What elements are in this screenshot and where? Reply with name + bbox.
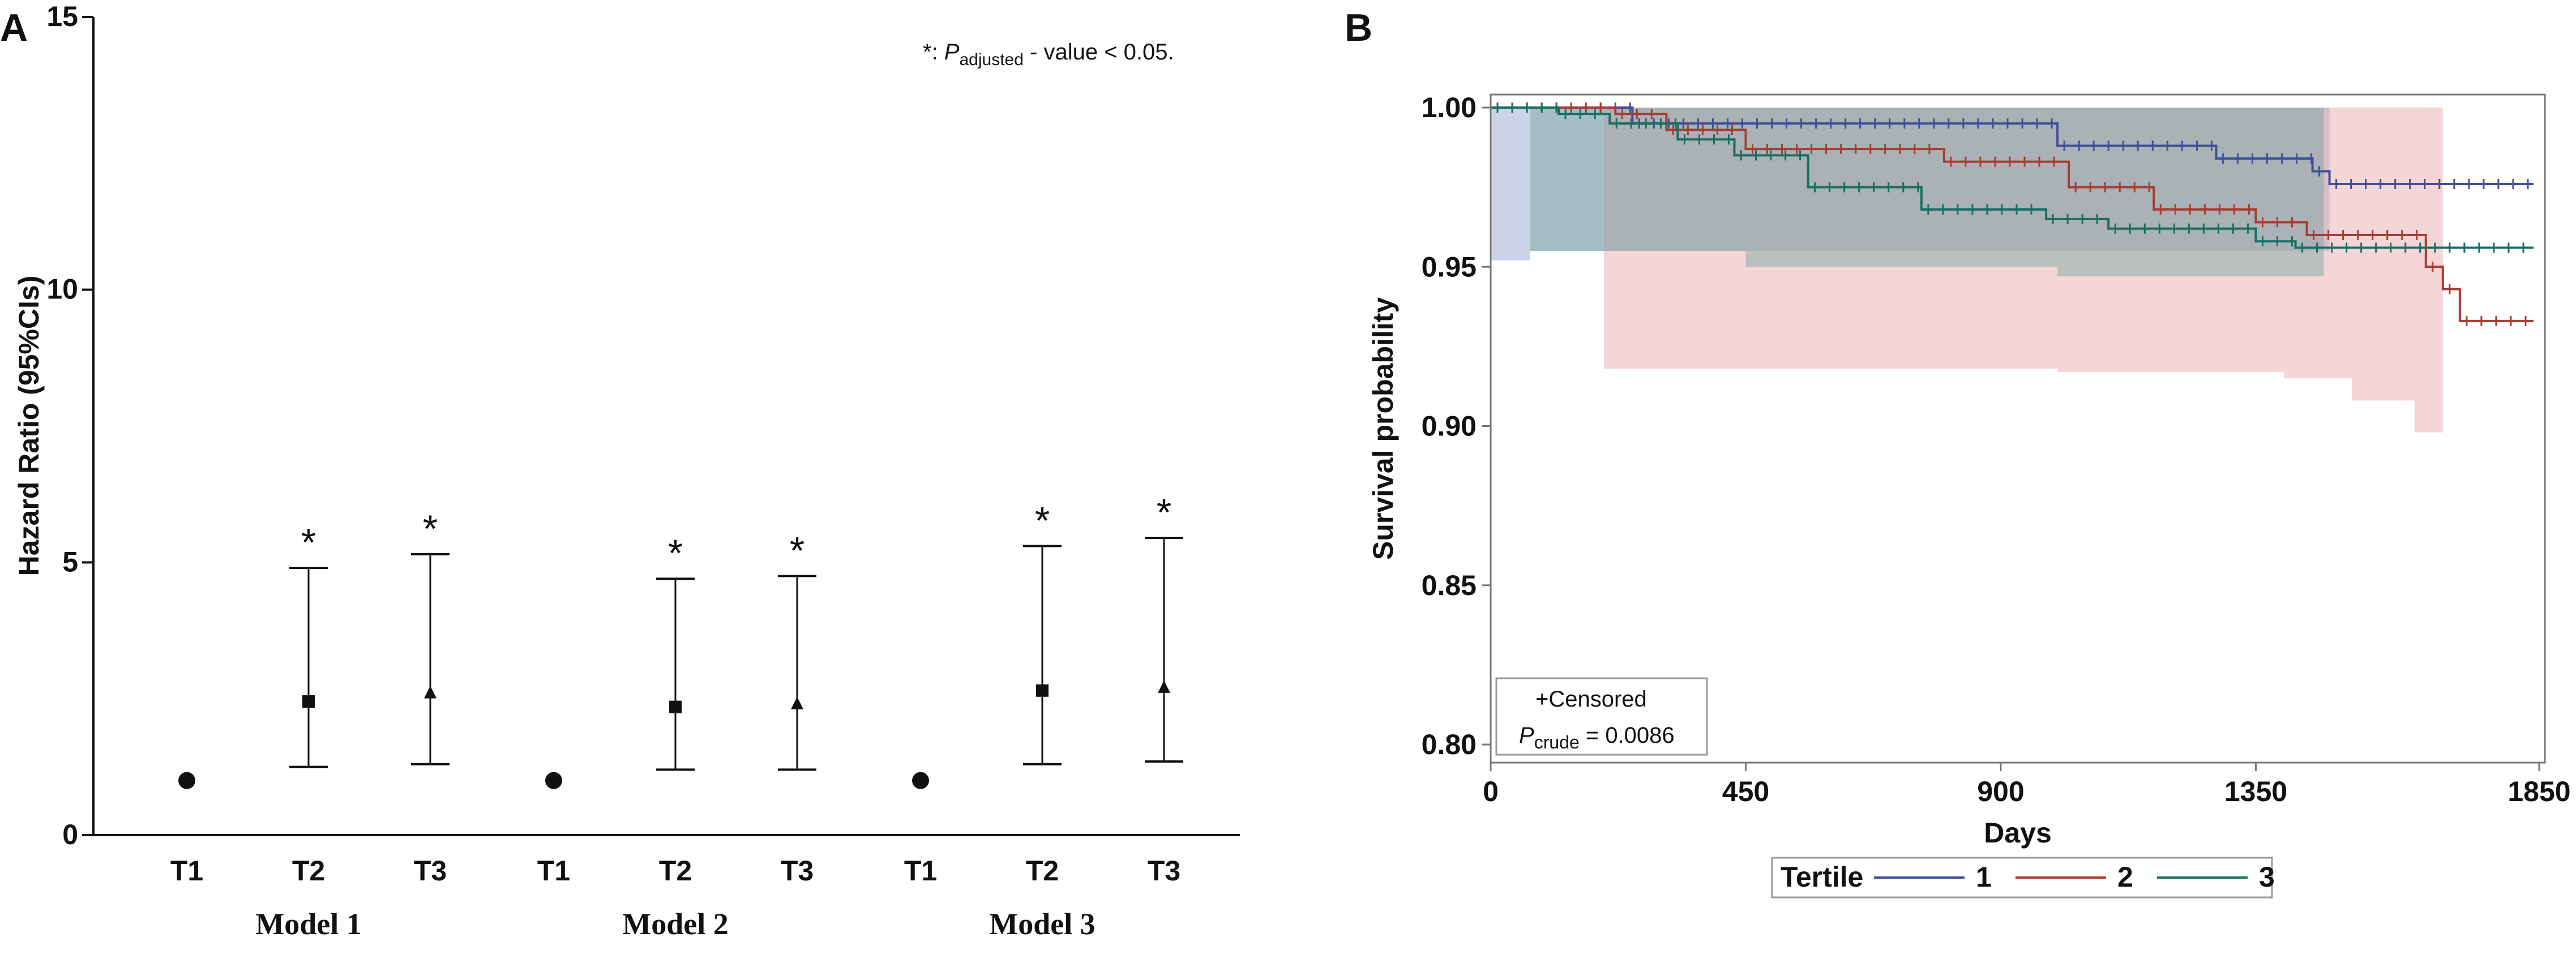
legend-label-tertile-2: 2 [2117,861,2133,893]
panel-a-letter: A [0,6,28,49]
b-ytick-label: 0.95 [1422,251,1477,283]
censored-label: +Censored [1535,687,1647,712]
panel-b-y-axis-label: Survival probability [1367,297,1399,560]
panel-b-x-axis-label: Days [1984,817,2052,849]
a-xtick-label: T3 [414,855,447,887]
inset-value: = 0.0086 [1580,723,1675,748]
a-significance-star: * [668,532,683,575]
legend-label-tertile-1: 1 [1976,861,1992,893]
a-model-label: Model 3 [989,907,1095,941]
a-ytick-label: 15 [46,1,78,32]
b-xtick-label: 0 [1483,776,1499,807]
panel-b-plot-frame [1490,93,2546,764]
p-crude-label: Pcrude = 0.0086 [1519,723,1675,752]
a-hr-point-square [302,695,315,708]
panel-b-ticks: 0 450 900 1350 1850 1.00 0.95 0.90 0.85 0.80 [1422,92,2571,807]
panel-a-y-ticks: 0 5 10 15 [46,1,93,850]
b-ytick-label: 0.80 [1422,729,1477,760]
note-sub: adjusted [959,50,1023,69]
b-xtick-label: 1850 [2507,776,2570,807]
a-ytick-label: 0 [62,819,78,850]
panel-b-survival-curves [1491,102,2534,326]
a-significance-star: * [301,521,316,564]
b-xtick-label: 450 [1722,776,1769,807]
a-xtick-label: T1 [170,855,203,887]
b-censor-marks-tertile-3 [1496,102,2524,253]
panel-a: A Hazard Ratio (95%CIs) *: Padjusted - v… [0,1,1240,941]
a-xtick-label: T3 [1148,855,1180,887]
b-ytick-label: 1.00 [1422,92,1477,123]
a-hr-point-triangle [424,686,437,699]
a-model-label: Model 2 [622,907,728,941]
legend-items: 1 2 3 [1874,861,2275,893]
a-significance-star: * [1157,491,1171,534]
b-survival-curve-tertile-3 [1491,106,2534,249]
a-xtick-label: T2 [659,855,692,887]
b-ci-band-tertile-2 [1491,108,2443,433]
note-p: P [944,40,960,65]
a-xtick-label: T1 [904,855,937,887]
a-hr-point-circle [178,772,195,789]
a-ytick-label: 10 [46,273,78,305]
b-ytick-label: 0.90 [1422,410,1477,442]
panel-a-marks: T1 T2 * T3 * Model 1 T1 T2 * T3 * Model 2 T1 T2 * T3 * Mo… [170,491,1183,941]
b-ci-band-tertile-3 [1491,108,2324,277]
a-significance-star: * [1035,499,1050,542]
a-hr-point-triangle [791,696,803,709]
panel-b-confidence-bands [1491,108,2443,433]
a-ytick-label: 5 [62,546,78,577]
a-xtick-label: T2 [292,855,325,887]
b-xtick-label: 1350 [2224,776,2287,807]
a-xtick-label: T1 [537,855,570,887]
b-survival-curve-tertile-1 [1491,106,2534,185]
a-hr-point-square [669,700,682,713]
b-survival-curve-tertile-2 [1491,106,2534,322]
a-xtick-label: T3 [781,855,814,887]
panel-b-legend: Tertile 1 2 3 [1771,857,2275,899]
a-hr-point-triangle [1158,680,1170,693]
a-hr-point-circle [912,772,929,789]
a-hr-point-square [1036,684,1049,697]
a-significance-star: * [790,529,805,572]
panel-a-y-axis-label: Hazard Ratio (95%CIs) [13,276,45,576]
legend-label-tertile-3: 3 [2259,861,2275,893]
a-hr-point-circle [545,772,562,789]
b-ytick-label: 0.85 [1422,570,1477,601]
inset-p: P [1519,723,1534,748]
panel-b: B 0 450 900 1350 1850 1.00 0.95 0.90 0.85 0.80 Su… [1345,6,2571,899]
panel-b-letter: B [1345,6,1372,49]
note-prefix: *: [923,40,944,65]
panel-b-inset-legend: +Censored Pcrude = 0.0086 [1495,677,1708,756]
legend-title: Tertile [1781,861,1863,893]
note-suffix: - value < 0.05. [1024,40,1174,65]
panel-a-significance-note: *: Padjusted - value < 0.05. [923,40,1174,69]
b-xtick-label: 900 [1977,776,2024,807]
a-xtick-label: T2 [1026,855,1059,887]
a-model-label: Model 1 [255,907,361,941]
inset-box [1495,677,1708,756]
inset-sub: crude [1534,732,1580,752]
a-significance-star: * [423,507,438,550]
